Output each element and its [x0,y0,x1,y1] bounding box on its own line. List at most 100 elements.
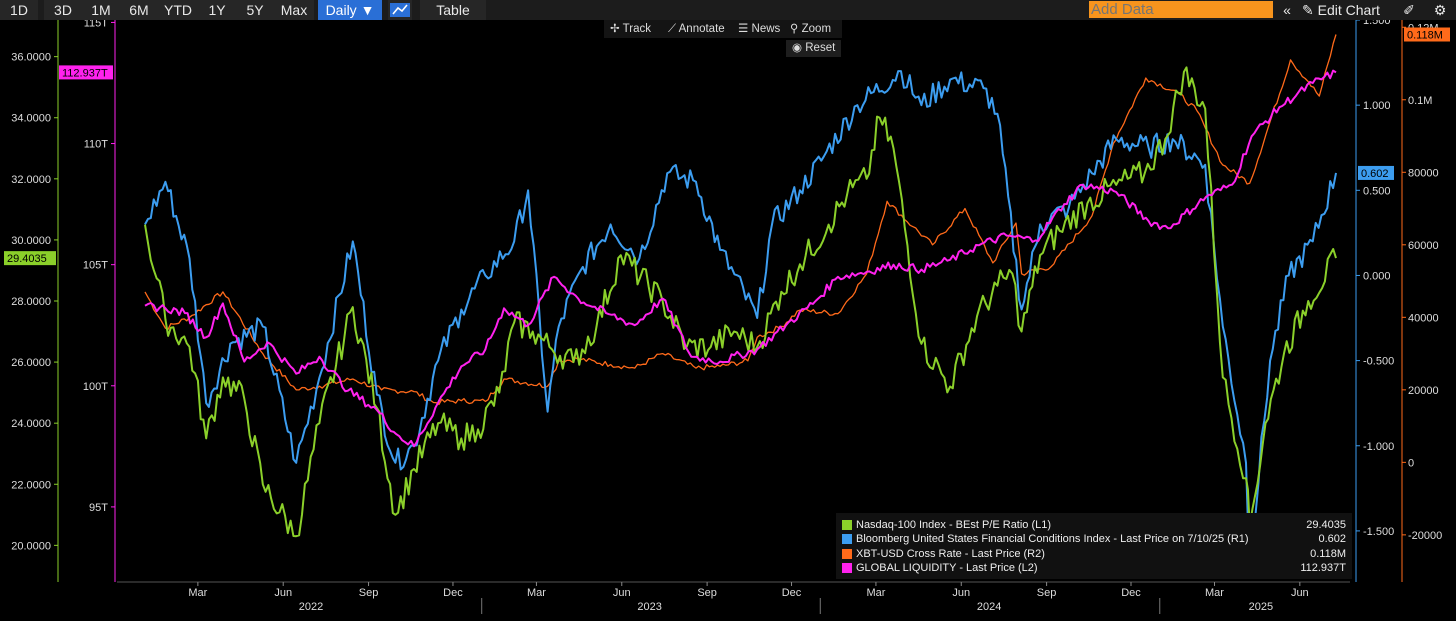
track-tool[interactable]: ✢ Track [610,20,651,38]
chart-tool-strip: ✢ Track ⟋ Annotate ☰ News ⚲ Zoom [604,20,842,38]
r2-last-tag: 0.118M [1407,30,1443,42]
series-line-r1 [144,70,1337,566]
news-label: News [751,23,781,35]
edit-chart-button[interactable]: ✎ Edit Chart [1302,0,1392,20]
series-line-l1 [144,66,1337,538]
r1-last-tag-bg [1358,165,1394,180]
r2-tick-label: 0 [1408,457,1414,469]
l2-tick-label: 95T [89,502,108,514]
x-month-label: Sep [359,587,379,599]
l1-tick-label: 30.0000 [11,235,51,247]
x-year-label: 2024 [977,601,1001,613]
l1-last-tag: 29.4035 [7,253,47,265]
range-5y-button[interactable]: 5Y [236,0,274,20]
pencil-icon[interactable]: ✐ [1403,2,1415,18]
zoom-icon: ⚲ [790,23,799,35]
legend-row-nasdaq: Nasdaq-100 Index - BEst P/E Ratio (L1) 2… [842,518,1348,532]
x-month-label: Dec [782,587,802,599]
r2-last-tag-bg [1404,27,1450,42]
reset-button[interactable]: ◉ Reset [786,40,841,57]
r1-tick-label: 1.500 [1363,20,1391,27]
frequency-dropdown[interactable]: Daily ▼ [318,0,382,20]
line-chart-icon[interactable] [388,0,412,20]
legend-row-xbt: XBT-USD Cross Rate - Last Price (R2) 0.1… [842,547,1348,561]
gear-icon[interactable]: ⚙ [1433,2,1447,18]
l2-tick-label: 110T [84,139,109,151]
range-3d-button[interactable]: 3D [44,0,82,20]
reset-icon: ◉ [792,42,803,54]
l2-tick-label: 105T [83,260,108,272]
double-chevron-left-icon[interactable]: « [1283,2,1291,18]
l2-last-tag: 112.937T [62,67,108,79]
r2-tick-label: 20000 [1408,385,1439,397]
legend-swatch [842,563,852,573]
r2-tick-label: 0.1M [1408,95,1432,107]
news-tool[interactable]: ☰ News [738,20,780,38]
l1-tick-label: 26.0000 [11,357,51,369]
range-6m-button[interactable]: 6M [120,0,158,20]
range-1y-button[interactable]: 1Y [198,0,236,20]
toolbar: 1D 3D 1M 6M YTD 1Y 5Y Max Daily ▼ Table … [0,0,1456,20]
legend-name: Nasdaq-100 Index - BEst P/E Ratio (L1) [856,519,1052,531]
legend-value: 29.4035 [1306,519,1346,531]
reset-label: Reset [805,42,836,54]
x-year-label: 2025 [1249,601,1273,613]
x-month-label: Sep [1037,587,1057,599]
legend-value: 112.937T [1300,562,1346,574]
legend-row-liquidity: GLOBAL LIQUIDITY - Last Price (L2) 112.9… [842,561,1348,575]
legend-name: Bloomberg United States Financial Condit… [856,533,1249,545]
legend-value: 0.118M [1310,548,1346,560]
l2-tick-label: 100T [83,381,108,393]
x-month-label: Dec [443,587,463,599]
table-button[interactable]: Table [420,0,486,20]
l1-tick-label: 20.0000 [11,540,51,552]
legend-row-fci: Bloomberg United States Financial Condit… [842,532,1348,546]
zoom-label: Zoom [801,23,832,35]
annotate-icon: ⟋ [668,23,677,35]
series-line-l2 [144,69,1337,448]
series-line-r2 [144,34,1337,406]
r1-tick-label: 0.000 [1363,270,1391,282]
range-1m-button[interactable]: 1M [82,0,120,20]
legend-name: XBT-USD Cross Rate - Last Price (R2) [856,548,1045,560]
l2-tick-label: 115T [84,20,109,29]
add-data-input[interactable] [1089,1,1273,18]
line-chart-icon-svg [390,3,410,17]
r1-tick-label: -1.500 [1363,526,1394,538]
range-ytd-button[interactable]: YTD [158,0,198,20]
legend: Nasdaq-100 Index - BEst P/E Ratio (L1) 2… [836,513,1352,579]
r2-tick-label: 40000 [1408,312,1439,324]
range-max-button[interactable]: Max [274,0,314,20]
x-month-label: Jun [613,587,631,599]
l1-tick-label: 28.0000 [11,296,51,308]
x-month-label: Sep [697,587,717,599]
x-month-label: Jun [952,587,970,599]
l1-tick-label: 22.0000 [11,479,51,491]
legend-name: GLOBAL LIQUIDITY - Last Price (L2) [856,562,1038,574]
l2-last-tag-bg [59,65,113,80]
l1-tick-label: 36.0000 [11,52,51,64]
x-month-label: Mar [188,587,207,599]
l1-last-tag-bg [4,251,56,266]
legend-swatch [842,520,852,530]
r1-last-tag: 0.602 [1361,168,1389,180]
track-label: Track [622,23,651,35]
legend-swatch [842,549,852,559]
chart: 20.0000 22.0000 24.0000 26.0000 28.0000 30.00… [4,20,1450,614]
x-month-label: Mar [527,587,546,599]
r2-tick-label: 60000 [1408,240,1439,252]
x-month-label: Jun [1291,587,1309,599]
l1-tick-label: 24.0000 [11,418,51,430]
r2-tick-label: -20000 [1408,530,1442,542]
r2-tick-label: 80000 [1408,167,1439,179]
crosshair-icon: ✢ [610,23,620,35]
annotate-label: Annotate [678,23,725,35]
edit-chart-label: Edit Chart [1317,2,1380,18]
annotate-tool[interactable]: ⟋ Annotate [668,20,725,38]
x-month-label: Dec [1121,587,1141,599]
range-1d-button[interactable]: 1D [0,0,38,20]
x-month-label: Mar [1205,587,1224,599]
zoom-tool[interactable]: ⚲ Zoom [790,20,831,38]
x-month-label: Jun [274,587,292,599]
r1-tick-label: 1.000 [1363,100,1391,112]
